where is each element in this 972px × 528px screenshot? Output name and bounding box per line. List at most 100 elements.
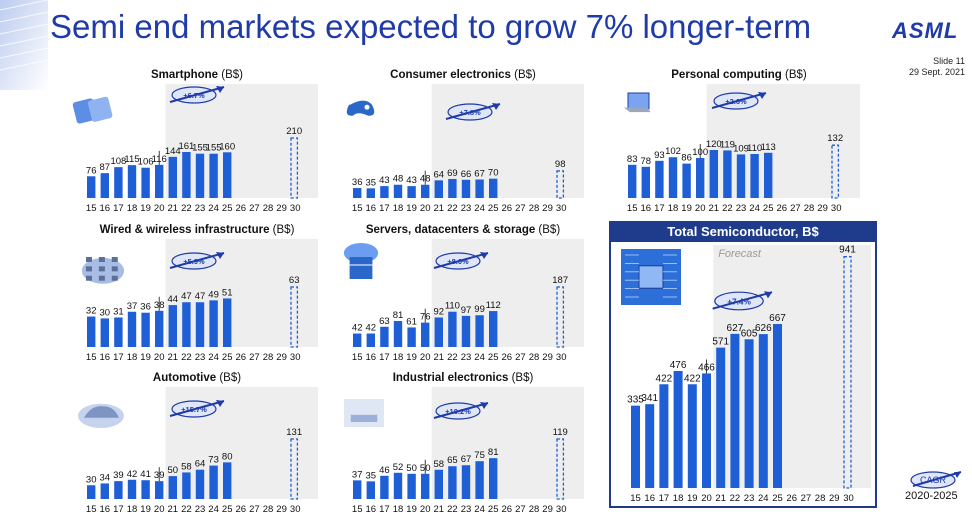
x-tick-label: 21: [715, 493, 726, 504]
x-tick-label: 20: [701, 493, 712, 504]
x-tick-label: 25: [222, 504, 233, 515]
corner-decoration: [0, 0, 48, 90]
x-tick-label: 20: [420, 203, 431, 214]
x-tick-label: 26: [236, 504, 247, 515]
x-tick-label: 18: [393, 504, 404, 515]
x-tick-label: 19: [406, 504, 417, 515]
x-tick-label: 26: [502, 203, 513, 214]
cagr-badge: +6.7%: [169, 86, 225, 104]
bar-value-label: 64: [434, 169, 445, 180]
bar-22: [723, 150, 732, 198]
bar-value-label: 110: [747, 143, 762, 154]
bar-15: [628, 164, 637, 198]
internet-of-things-icon: [344, 399, 384, 427]
cagr-badge: +5.9%: [169, 252, 225, 270]
x-tick-label: 18: [393, 352, 404, 363]
bar-16: [366, 188, 375, 198]
bar-value-label: 43: [379, 175, 390, 186]
bar-24: [750, 154, 759, 198]
bar-21: [716, 347, 726, 488]
cagr-value: +6.7%: [183, 91, 205, 100]
bar-15: [87, 316, 96, 347]
x-tick-label: 16: [641, 203, 652, 214]
x-tick-label: 24: [474, 352, 485, 363]
x-tick-label: 22: [181, 504, 192, 515]
chart-servers-datacenters-storage: +8.0% 42 42 63 81 61 76 92 110 97 99 112 187 15 16 17 18…: [338, 223, 588, 365]
cagr-badge: +10.2%: [433, 402, 489, 420]
bar-value-label: 78: [641, 156, 652, 167]
chart-total-semiconductor: Forecast +7.4% 335 341 422 476 422 466 571 627 605…: [611, 243, 875, 506]
bar-value-label: 110: [445, 301, 460, 312]
bar-value-label: 36: [140, 302, 151, 313]
bar-24: [209, 465, 218, 499]
x-tick-label: 17: [379, 203, 390, 214]
bar-15: [631, 405, 640, 488]
bar-25: [773, 324, 782, 488]
bar-value-label: 30: [86, 474, 97, 485]
cagr-value: +2.6%: [725, 97, 747, 106]
x-tick-label: 21: [434, 352, 445, 363]
chart-title-text: Personal computing: [671, 69, 782, 81]
bar-value-label: 627: [727, 323, 744, 334]
bar-value-label: 86: [681, 153, 692, 164]
cagr-value: +7.8%: [459, 108, 481, 117]
x-tick-label: 30: [556, 504, 567, 515]
bar-22: [448, 311, 457, 347]
x-tick-label: 27: [515, 352, 526, 363]
bar-value-label: 58: [434, 459, 445, 470]
bar-21: [168, 476, 177, 499]
bar-value-label: 115: [124, 154, 139, 165]
chart-wired-wireless-infrastructure: +5.9% 32 30 31 37 36 38 44 47 47 49 51 63 15 16 17 18 19 2…: [72, 223, 322, 365]
bar-value-label: 42: [366, 323, 377, 334]
bar-21: [168, 156, 177, 198]
bar-17: [114, 167, 123, 198]
cagr-value: +7.4%: [727, 297, 751, 306]
bar-value-label: 35: [366, 177, 377, 188]
chart-personal-computing: +2.6% 83 78 93 102 86 100 120 119 109 110 113 132 15 1…: [614, 68, 864, 216]
bar-17: [659, 384, 669, 488]
x-tick-label: 24: [758, 493, 769, 504]
x-tick-label: 17: [659, 493, 670, 504]
bar-value-label: 50: [406, 463, 417, 474]
bar-value-label: 31: [113, 306, 124, 317]
bar-20: [155, 310, 164, 347]
x-tick-label: 15: [627, 203, 638, 214]
bar-value-label: 61: [406, 316, 417, 327]
bar-value-label: 64: [195, 459, 206, 470]
x-tick-label: 21: [168, 504, 179, 515]
x-tick-label: 19: [687, 493, 698, 504]
bar-24: [475, 315, 484, 347]
cagr-legend-badge: CAGR: [910, 471, 962, 489]
bar-24: [209, 300, 218, 347]
bar-value-label: 87: [100, 162, 111, 173]
x-tick-label: 15: [630, 493, 641, 504]
bar-value-label: 42: [127, 469, 138, 480]
bar-17: [380, 326, 389, 347]
x-tick-label: 28: [529, 352, 540, 363]
x-tick-label: 16: [644, 493, 655, 504]
x-tick-label: 17: [113, 203, 124, 214]
bar-value-label: 63: [379, 316, 390, 327]
chart-title: Automotive (B$): [72, 372, 322, 384]
x-tick-label: 15: [352, 352, 363, 363]
bar-value-label: 69: [447, 168, 458, 179]
x-tick-label: 27: [515, 504, 526, 515]
bar-value-label: 102: [665, 146, 681, 157]
x-tick-label: 18: [127, 203, 138, 214]
bar-value-label: 119: [720, 139, 735, 150]
bar-23: [461, 179, 471, 198]
x-tick-label: 29: [276, 203, 287, 214]
bar-18: [127, 165, 137, 198]
forecast-value-label: 98: [555, 159, 566, 170]
chart-title-text: Wired & wireless infrastructure: [99, 224, 270, 236]
bar-16: [641, 166, 650, 198]
forecast-label: Forecast: [718, 248, 762, 260]
x-tick-label: 28: [815, 493, 826, 504]
bar-value-label: 34: [100, 472, 111, 483]
x-tick-label: 21: [434, 203, 445, 214]
bar-19: [141, 480, 150, 499]
x-tick-label: 29: [276, 352, 287, 363]
bar-19: [141, 167, 150, 198]
bar-18: [127, 479, 137, 499]
bar-16: [366, 481, 375, 499]
